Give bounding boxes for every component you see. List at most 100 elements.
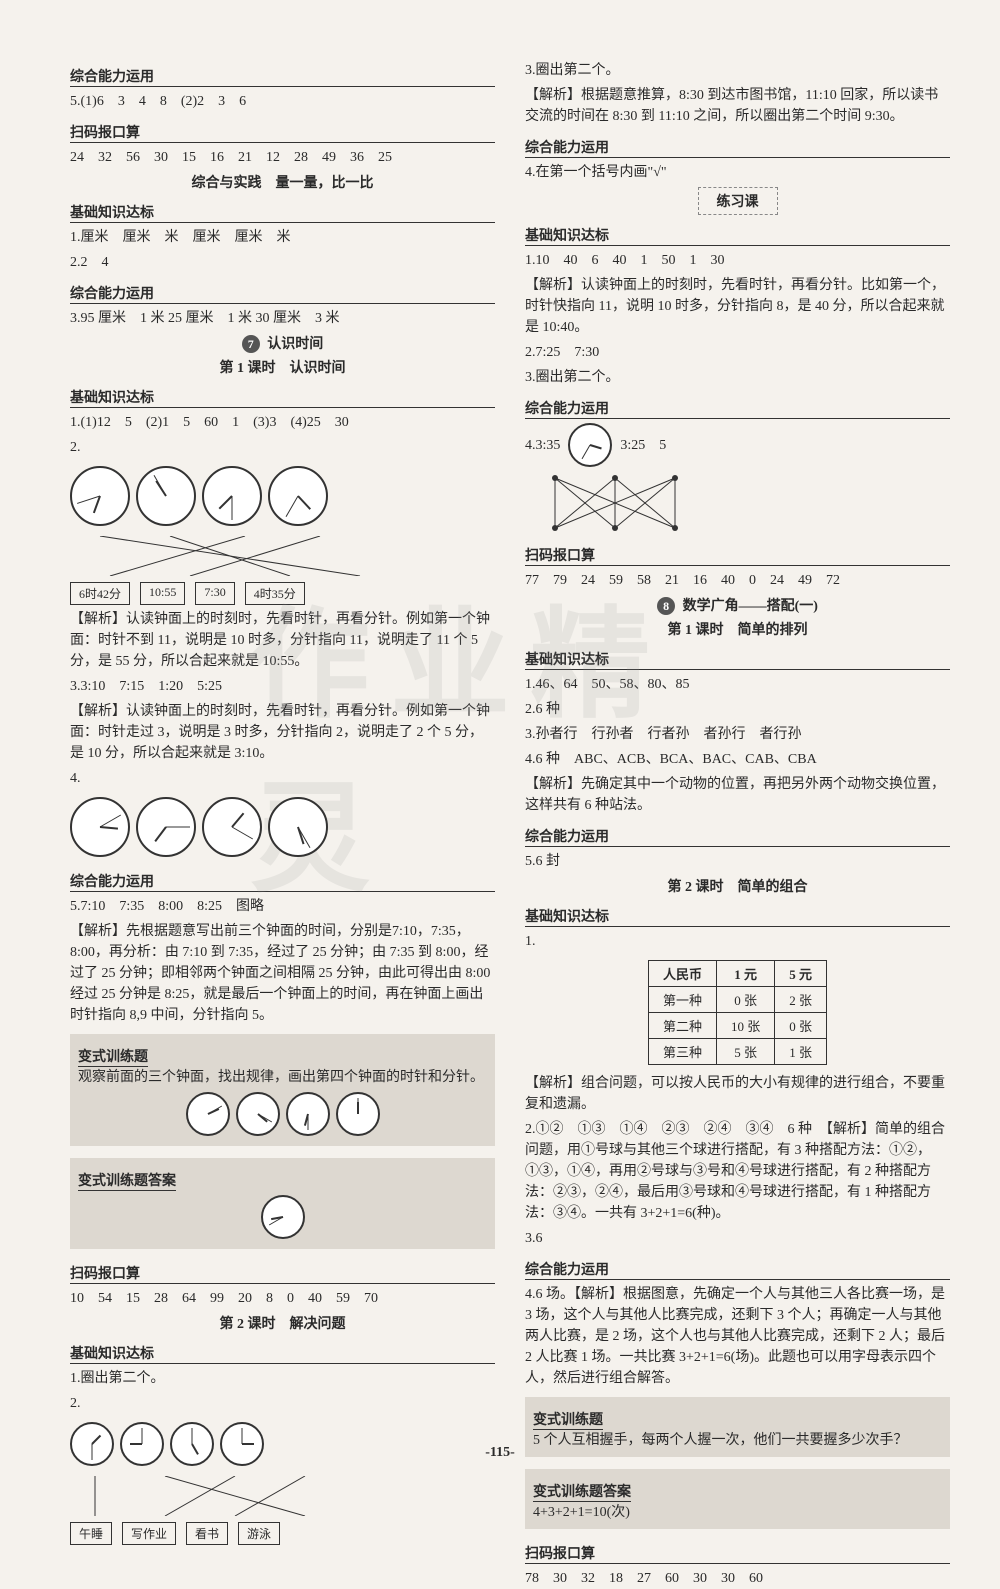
text-line: 2.6 种 xyxy=(525,699,950,720)
text-line: 3.圈出第二个。 xyxy=(525,367,950,388)
clock-icon xyxy=(268,466,328,526)
lesson-title: 第 2 课时 简单的组合 xyxy=(525,876,950,896)
text-line: 2.①② ①③ ①④ ②③ ②④ ③④ 6 种 【解析】简单的组合问题，用①号球… xyxy=(525,1119,950,1224)
clock-icon xyxy=(236,1092,280,1136)
table-cell: 第三种 xyxy=(648,1039,716,1065)
clock-icon xyxy=(136,466,196,526)
heading: 基础知识达标 xyxy=(525,906,950,927)
clock-icon xyxy=(120,1422,164,1466)
unit-title-text: 数学广角——搭配(一) xyxy=(683,599,818,614)
text-line: 4. xyxy=(70,768,495,789)
table-cell: 1 张 xyxy=(775,1039,827,1065)
clock-icon xyxy=(136,797,196,857)
text-line: 5.6 封 xyxy=(525,851,950,872)
lesson-title: 第 2 课时 解决问题 xyxy=(70,1313,495,1333)
time-label: 7:30 xyxy=(195,582,234,605)
table-header: 1 元 xyxy=(716,961,774,987)
heading: 扫码报口算 xyxy=(525,545,950,566)
table-header: 5 元 xyxy=(775,961,827,987)
variant-answer-block: 变式训练题答案 xyxy=(70,1158,495,1249)
table-cell: 2 张 xyxy=(775,987,827,1013)
table-cell: 第一种 xyxy=(648,987,716,1013)
text-line: 4.6 场。【解析】根据图意，先确定一个人与其他三人各比赛一场，是 3 场，这个… xyxy=(525,1284,950,1389)
matching-lines xyxy=(70,1476,495,1516)
analysis-text: 【解析】组合问题，可以按人民币的大小有规律的进行组合，不要重复和遗漏。 xyxy=(525,1073,950,1115)
text-line: 3.6 xyxy=(525,1228,950,1249)
unit-badge-icon: 8 xyxy=(657,597,675,615)
text-line: 10 54 15 28 64 99 20 8 0 40 59 70 xyxy=(70,1288,495,1309)
section-title: 综合与实践 量一量，比一比 xyxy=(70,172,495,192)
text-line: 5 个人互相握手，每两个人握一次，他们一共要握多少次手？ xyxy=(533,1430,942,1451)
clock-icon xyxy=(286,1092,330,1136)
matching-diagram xyxy=(525,473,950,533)
clock-icon xyxy=(70,797,130,857)
heading: 综合能力运用 xyxy=(70,871,495,892)
clock-icon xyxy=(202,466,262,526)
table-row: 第三种 5 张 1 张 xyxy=(648,1039,826,1065)
table-header: 人民币 xyxy=(648,961,716,987)
heading: 基础知识达标 xyxy=(525,649,950,670)
activity-label: 看书 xyxy=(186,1522,228,1545)
text-line: 1.46、64 50、58、80、85 xyxy=(525,674,950,695)
text-line: 5.7:10 7:35 8:00 8:25 图略 xyxy=(70,896,495,917)
heading: 变式训练题 xyxy=(533,1409,603,1430)
activity-label: 午睡 xyxy=(70,1522,112,1545)
text-line: 78 30 32 18 27 60 30 30 60 xyxy=(525,1568,950,1589)
clock-row xyxy=(70,1422,495,1466)
text-line: 3.孙者行 行孙者 行者孙 者孙行 者行孙 xyxy=(525,724,950,745)
clock-row xyxy=(70,797,495,857)
text-line: 2. xyxy=(70,437,495,458)
text-line: 1.厘米 厘米 米 厘米 厘米 米 xyxy=(70,227,495,248)
clock-icon xyxy=(70,466,130,526)
left-column: 综合能力运用 5.(1)6 3 4 8 (2)2 3 6 扫码报口算 24 32… xyxy=(70,60,495,1451)
heading: 变式训练题 xyxy=(78,1046,148,1067)
heading: 基础知识达标 xyxy=(70,1343,495,1364)
heading: 综合能力运用 xyxy=(525,398,950,419)
unit-badge-icon: 7 xyxy=(242,335,260,353)
text-line: 4+3+2+1=10(次) xyxy=(533,1502,942,1523)
text-line: 4.在第一个括号内画"√" xyxy=(525,162,950,183)
clock-icon xyxy=(261,1195,305,1239)
analysis-text: 【解析】先确定其中一个动物的位置，再把另外两个动物交换位置，这样共有 6 种站法… xyxy=(525,774,950,816)
heading: 综合能力运用 xyxy=(70,66,495,87)
page-container: 综合能力运用 5.(1)6 3 4 8 (2)2 3 6 扫码报口算 24 32… xyxy=(70,60,950,1451)
unit-title-text: 认识时间 xyxy=(267,337,323,352)
analysis-text: 【解析】认读钟面上的时刻时，先看时针，再看分针。例如第一个钟面：时针走过 3，说… xyxy=(70,701,495,764)
analysis-text: 【解析】认读钟面上的时刻时，先看时针，再看分针。比如第一个，时针快指向 11，说… xyxy=(525,275,950,338)
text-fragment: 4.3:35 xyxy=(525,435,560,456)
text-line: 5.(1)6 3 4 8 (2)2 3 6 xyxy=(70,91,495,112)
clock-icon xyxy=(202,797,262,857)
table-row: 人民币 1 元 5 元 xyxy=(648,961,826,987)
time-label: 4时35分 xyxy=(245,582,305,605)
lesson-title: 第 1 课时 认识时间 xyxy=(70,357,495,377)
table-row: 第二种 10 张 0 张 xyxy=(648,1013,826,1039)
text-line: 2. xyxy=(70,1393,495,1414)
analysis-text: 【解析】根据题意推算，8:30 到达市图书馆，11:10 回家，所以读书交流的时… xyxy=(525,85,950,127)
heading: 扫码报口算 xyxy=(70,1263,495,1284)
unit-title: 8 数学广角——搭配(一) xyxy=(525,595,950,615)
clock-icon xyxy=(268,797,328,857)
table-cell: 5 张 xyxy=(716,1039,774,1065)
analysis-text: 【解析】先根据题意写出前三个钟面的时间，分别是7:10，7:35，8:00，再分… xyxy=(70,921,495,1026)
heading: 变式训练题答案 xyxy=(78,1170,176,1191)
page-number: -115- xyxy=(485,1445,515,1461)
time-label: 10:55 xyxy=(140,582,185,605)
heading: 基础知识达标 xyxy=(70,202,495,223)
clock-icon xyxy=(568,423,612,467)
variant-answer-block: 变式训练题答案 4+3+2+1=10(次) xyxy=(525,1469,950,1529)
clock-icon xyxy=(186,1092,230,1136)
variant-question-block: 变式训练题 观察前面的三个钟面，找出规律，画出第四个钟面的时针和分针。 xyxy=(70,1034,495,1146)
clock-icon xyxy=(70,1422,114,1466)
right-column: 3.圈出第二个。 【解析】根据题意推算，8:30 到达市图书馆，11:10 回家… xyxy=(525,60,950,1451)
table-row: 第一种 0 张 2 张 xyxy=(648,987,826,1013)
text-line: 3.3:10 7:15 1:20 5:25 xyxy=(70,676,495,697)
analysis-text: 【解析】认读钟面上的时刻时，先看时针，再看分针。例如第一个钟面：时针不到 11，… xyxy=(70,609,495,672)
text-line: 3.圈出第二个。 xyxy=(525,60,950,81)
lesson-title: 第 1 课时 简单的排列 xyxy=(525,619,950,639)
text-line: 4.3:35 3:25 5 xyxy=(525,423,950,467)
stamp-title: 练习课 xyxy=(698,187,778,215)
clock-row xyxy=(78,1195,487,1239)
text-fragment: 3:25 5 xyxy=(620,435,666,456)
activity-label: 游泳 xyxy=(238,1522,280,1545)
heading: 扫码报口算 xyxy=(70,122,495,143)
